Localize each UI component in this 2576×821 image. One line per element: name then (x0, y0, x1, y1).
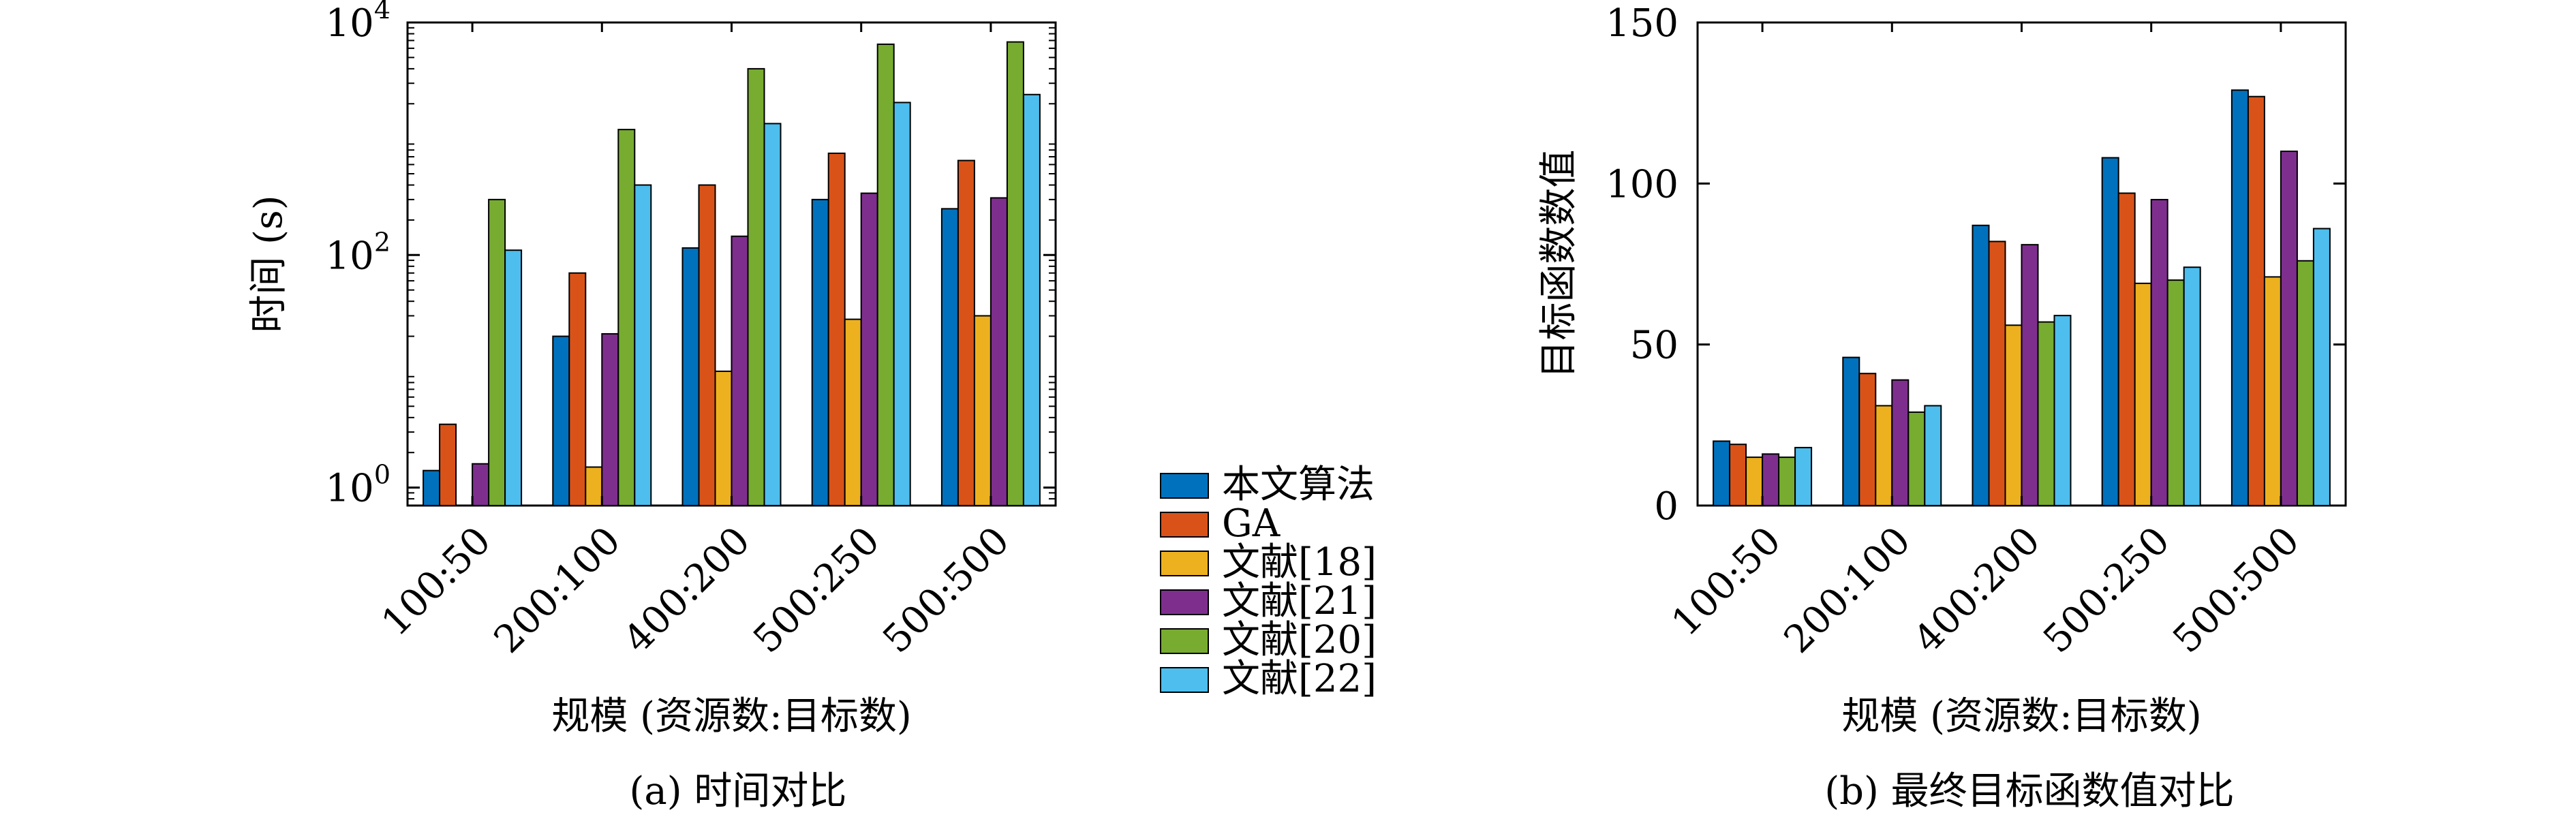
bar-4-5 (990, 197, 1008, 506)
bar-3-2 (585, 466, 603, 507)
panel-a-time-chart: 100 102 104 100:50200:100400:200500:250500:… (247, 0, 1057, 739)
bar-6-1 (1794, 446, 1813, 506)
bar-4-1 (1762, 453, 1780, 507)
legend-label-2: GA (1222, 501, 1281, 546)
x-tick-label: 500:250 (745, 518, 888, 662)
y-tick-label: 150 (1606, 1, 1678, 46)
caption-a: (a) 时间对比 (630, 769, 847, 814)
bar-5-5 (2296, 260, 2314, 506)
x-axis-label: 规模 (资源数:目标数) (1841, 694, 2201, 739)
y-tick-label: 100 (1606, 162, 1678, 206)
bar-6-4 (893, 102, 911, 507)
bar-6-5 (2312, 228, 2331, 506)
y-axis-label: 目标函数数值 (1537, 150, 1581, 379)
legend-swatch-1 (1160, 473, 1209, 499)
bar-3-3 (2004, 324, 2023, 506)
caption-b: (b) 最终目标函数值对比 (1824, 769, 2234, 814)
bar-4-2 (1891, 379, 1910, 506)
panel-b-objective-chart: 0 50 100 150 100:50200:100400:200500:250500:… (1537, 1, 2347, 739)
x-tick-label: 200:100 (486, 518, 629, 662)
bar-1-1 (423, 469, 441, 507)
bar-1-2 (1842, 356, 1860, 506)
y-axis-label: 时间 (s) (247, 195, 291, 332)
bar-1-5 (2230, 89, 2249, 506)
bar-6-2 (634, 184, 652, 506)
bar-5-1 (1778, 456, 1796, 506)
bar-4-3 (731, 235, 749, 506)
bar-2-1 (439, 423, 457, 507)
bar-5-2 (617, 129, 636, 506)
bar-2-2 (568, 272, 587, 506)
bar-6-1 (504, 249, 523, 506)
bar-4-2 (601, 332, 619, 506)
legend-label-4: 文献[21] (1222, 579, 1377, 623)
y-tick-label: 102 (326, 227, 390, 278)
bar-6-4 (2183, 266, 2201, 506)
bar-3-4 (2134, 282, 2152, 506)
bar-6-3 (763, 123, 782, 506)
x-tick-label: 500:500 (874, 518, 1017, 662)
y-tick-label: 100 (326, 460, 390, 511)
x-tick-label: 400:200 (1905, 518, 2049, 662)
bar-1-1 (1713, 440, 1731, 507)
bar-2-3 (1988, 241, 2006, 506)
legend-swatch-6 (1160, 667, 1209, 693)
bar-3-5 (973, 315, 992, 506)
bar-5-3 (747, 67, 765, 506)
bar-2-2 (1858, 373, 1877, 506)
bar-4-3 (2021, 244, 2039, 506)
legend-label-5: 文献[20] (1222, 618, 1377, 662)
bar-1-5 (940, 208, 959, 506)
bar-4-4 (2150, 198, 2168, 506)
x-tick-label: 100:50 (373, 518, 500, 645)
y-tick-label: 104 (326, 0, 390, 46)
legend-label-6: 文献[22] (1222, 657, 1377, 701)
bar-5-5 (1006, 41, 1024, 506)
bar-3-5 (2263, 276, 2282, 506)
bar-2-3 (698, 184, 716, 506)
bar-3-4 (844, 318, 862, 506)
bar-2-5 (2247, 95, 2265, 507)
bar-6-3 (2053, 315, 2072, 506)
bar-1-3 (681, 247, 700, 506)
x-axis-label: 规模 (资源数:目标数) (551, 694, 911, 739)
bar-1-4 (811, 198, 829, 506)
bar-1-3 (1972, 224, 1990, 506)
x-tick-label: 500:500 (2164, 518, 2307, 662)
bar-4-1 (472, 463, 490, 506)
bar-3-3 (714, 370, 733, 506)
legend-label-3: 文献[18] (1222, 540, 1377, 585)
y-tick-label: 0 (1654, 484, 1678, 529)
bar-2-5 (957, 159, 975, 506)
bar-1-2 (552, 335, 570, 506)
x-tick-label: 500:250 (2035, 518, 2178, 662)
y-tick-label: 50 (1630, 324, 1678, 368)
bar-5-2 (1907, 411, 1926, 507)
legend-swatch-5 (1160, 628, 1209, 654)
bar-3-2 (1875, 405, 1893, 506)
bar-5-1 (488, 198, 506, 506)
legend-swatch-2 (1160, 512, 1209, 538)
bar-5-4 (876, 43, 895, 506)
x-tick-label: 100:50 (1663, 518, 1790, 645)
bar-6-5 (1022, 93, 1041, 506)
legend-swatch-4 (1160, 589, 1209, 615)
legend-label-1: 本文算法 (1222, 463, 1375, 507)
bar-6-2 (1924, 405, 1942, 506)
bar-4-5 (2280, 151, 2298, 507)
bar-1-4 (2101, 157, 2119, 507)
bar-2-4 (827, 152, 846, 506)
bar-5-3 (2037, 321, 2055, 506)
bar-4-4 (860, 192, 878, 506)
bar-2-4 (2117, 192, 2136, 506)
bar-5-4 (2166, 279, 2185, 506)
bar-2-1 (1729, 444, 1747, 507)
x-tick-label: 400:200 (615, 518, 758, 662)
x-tick-label: 200:100 (1776, 518, 1919, 662)
legend-swatch-3 (1160, 551, 1209, 576)
bar-3-1 (1745, 456, 1764, 506)
